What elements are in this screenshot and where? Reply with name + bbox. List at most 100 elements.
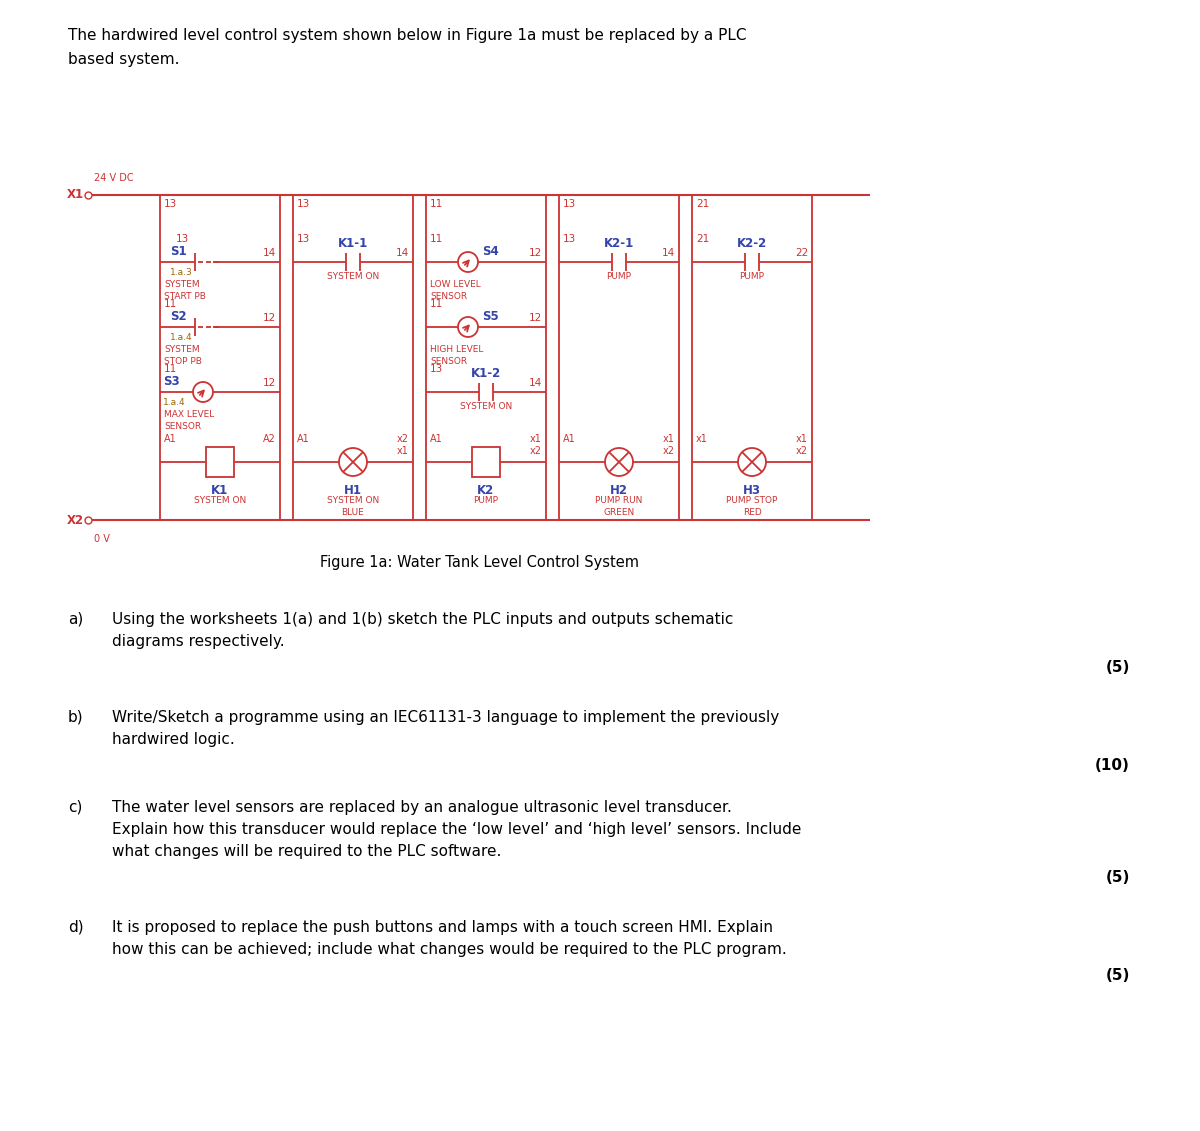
Text: c): c) (68, 800, 83, 815)
Text: x2: x2 (397, 434, 409, 444)
Text: BLUE: BLUE (342, 508, 365, 517)
Text: 11: 11 (164, 299, 178, 309)
Text: GREEN: GREEN (604, 508, 635, 517)
Text: A2: A2 (263, 434, 276, 444)
Text: K1-1: K1-1 (338, 238, 368, 250)
Text: S4: S4 (482, 245, 499, 258)
Text: PUMP STOP: PUMP STOP (726, 497, 778, 506)
Text: Write/Sketch a programme using an IEC61131-3 language to implement the previousl: Write/Sketch a programme using an IEC611… (112, 710, 779, 725)
Text: x1: x1 (664, 434, 674, 444)
Text: (10): (10) (1096, 758, 1130, 772)
Text: SENSOR: SENSOR (430, 357, 467, 366)
Text: x1: x1 (796, 434, 808, 444)
Text: SENSOR: SENSOR (430, 292, 467, 301)
Text: X1: X1 (67, 189, 84, 201)
Text: 13: 13 (164, 199, 178, 209)
Text: 1.a.3: 1.a.3 (170, 268, 193, 277)
Text: 1.a.4: 1.a.4 (163, 398, 186, 407)
Text: S2: S2 (170, 310, 187, 323)
Text: (5): (5) (1105, 968, 1130, 983)
Text: MAX LEVEL: MAX LEVEL (164, 411, 215, 418)
Text: PUMP RUN: PUMP RUN (595, 497, 643, 506)
Text: 12: 12 (529, 313, 542, 323)
Text: PUMP: PUMP (606, 271, 631, 280)
Text: x1: x1 (397, 446, 409, 456)
Text: what changes will be required to the PLC software.: what changes will be required to the PLC… (112, 844, 502, 860)
Text: 24 V DC: 24 V DC (94, 173, 133, 183)
Text: SYSTEM ON: SYSTEM ON (460, 402, 512, 411)
Text: SENSOR: SENSOR (164, 422, 202, 431)
Bar (206, 447, 234, 477)
Text: how this can be achieved; include what changes would be required to the PLC prog: how this can be achieved; include what c… (112, 942, 787, 957)
Text: 21: 21 (696, 234, 709, 244)
Text: LOW LEVEL: LOW LEVEL (430, 280, 481, 290)
Text: Figure 1a: Water Tank Level Control System: Figure 1a: Water Tank Level Control Syst… (320, 555, 640, 570)
Text: PUMP: PUMP (474, 497, 498, 506)
Text: diagrams respectively.: diagrams respectively. (112, 634, 284, 649)
Text: 14: 14 (529, 378, 542, 388)
Text: S3: S3 (163, 375, 180, 388)
Text: A1: A1 (164, 434, 176, 444)
Text: 13: 13 (176, 234, 190, 244)
Text: Using the worksheets 1(a) and 1(b) sketch the PLC inputs and outputs schematic: Using the worksheets 1(a) and 1(b) sketc… (112, 612, 733, 627)
Text: (5): (5) (1105, 661, 1130, 675)
Text: 11: 11 (430, 299, 443, 309)
Text: x2: x2 (796, 446, 808, 456)
Text: A1: A1 (430, 434, 443, 444)
Text: It is proposed to replace the push buttons and lamps with a touch screen HMI. Ex: It is proposed to replace the push butto… (112, 920, 773, 935)
Text: 0 V: 0 V (94, 534, 110, 544)
Text: x1: x1 (530, 434, 542, 444)
Text: HIGH LEVEL: HIGH LEVEL (430, 345, 484, 354)
Text: H1: H1 (344, 484, 362, 497)
Text: H3: H3 (743, 484, 761, 497)
Text: 11: 11 (430, 199, 443, 209)
Text: SYSTEM ON: SYSTEM ON (326, 497, 379, 506)
Text: based system.: based system. (68, 52, 180, 67)
Text: 13: 13 (298, 234, 311, 244)
Text: hardwired logic.: hardwired logic. (112, 732, 235, 746)
Text: Explain how this transducer would replace the ‘low level’ and ‘high level’ senso: Explain how this transducer would replac… (112, 822, 802, 837)
Text: K2-2: K2-2 (737, 238, 767, 250)
Text: X2: X2 (67, 513, 84, 527)
Text: 22: 22 (794, 248, 808, 258)
Text: 21: 21 (696, 199, 709, 209)
Text: 11: 11 (164, 364, 178, 374)
Text: K2-1: K2-1 (604, 238, 634, 250)
Text: 12: 12 (529, 248, 542, 258)
Text: S5: S5 (482, 310, 499, 323)
Text: 12: 12 (263, 378, 276, 388)
Text: d): d) (68, 920, 84, 935)
Text: 13: 13 (563, 234, 576, 244)
Text: K1: K1 (211, 484, 229, 497)
Text: (5): (5) (1105, 870, 1130, 884)
Text: 11: 11 (430, 234, 443, 244)
Text: SYSTEM: SYSTEM (164, 280, 199, 290)
Text: The hardwired level control system shown below in Figure 1a must be replaced by : The hardwired level control system shown… (68, 28, 746, 43)
Text: x2: x2 (530, 446, 542, 456)
Bar (472, 447, 500, 477)
Text: x2: x2 (662, 446, 674, 456)
Text: S1: S1 (170, 245, 187, 258)
Text: STOP PB: STOP PB (164, 357, 202, 366)
Text: K2: K2 (478, 484, 494, 497)
Text: PUMP: PUMP (739, 271, 764, 280)
Text: START PB: START PB (164, 292, 206, 301)
Text: 13: 13 (430, 364, 443, 374)
Text: b): b) (68, 710, 84, 725)
Text: K1-2: K1-2 (470, 366, 502, 380)
Text: The water level sensors are replaced by an analogue ultrasonic level transducer.: The water level sensors are replaced by … (112, 800, 732, 815)
Text: 14: 14 (396, 248, 409, 258)
Text: 14: 14 (263, 248, 276, 258)
Text: 1.a.4: 1.a.4 (170, 333, 193, 342)
Text: x1: x1 (696, 434, 708, 444)
Text: H2: H2 (610, 484, 628, 497)
Text: 13: 13 (563, 199, 576, 209)
Text: A1: A1 (298, 434, 310, 444)
Text: a): a) (68, 612, 83, 627)
Text: A1: A1 (563, 434, 576, 444)
Text: SYSTEM: SYSTEM (164, 345, 199, 354)
Text: 14: 14 (661, 248, 674, 258)
Text: SYSTEM ON: SYSTEM ON (194, 497, 246, 506)
Text: SYSTEM ON: SYSTEM ON (326, 271, 379, 280)
Text: 12: 12 (263, 313, 276, 323)
